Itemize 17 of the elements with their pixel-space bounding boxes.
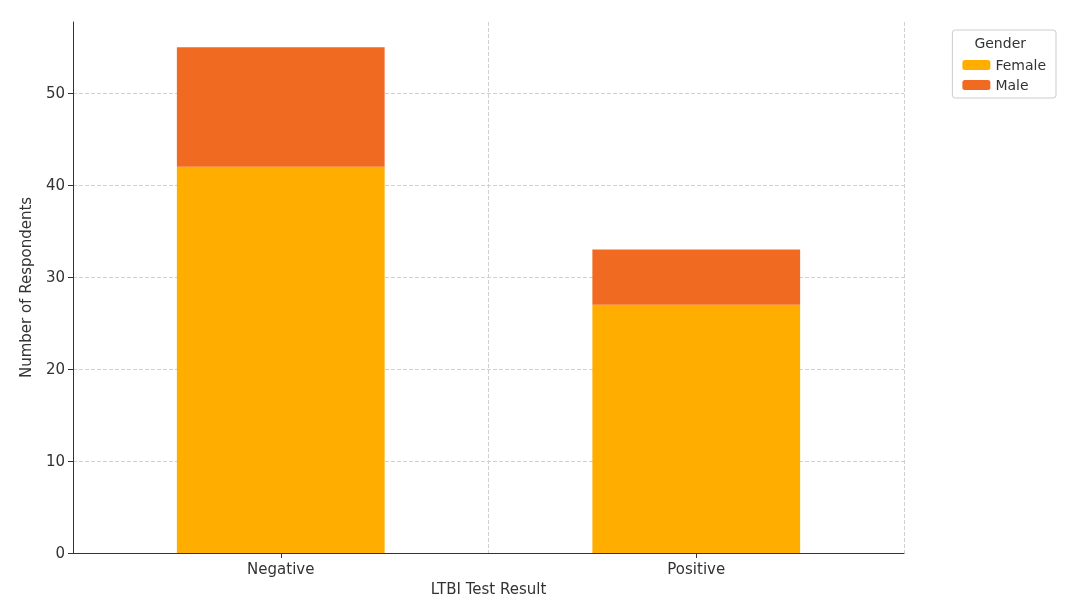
- bar: [176, 47, 385, 167]
- y-tick-label: 20: [45, 360, 65, 379]
- legend-label: Male: [995, 77, 1029, 93]
- y-tick-label: 50: [45, 84, 65, 103]
- y-tick-label: 40: [45, 176, 65, 195]
- x-tick-label: Negative: [247, 559, 315, 578]
- legend-title: Gender: [974, 35, 1027, 51]
- bar: [592, 249, 801, 305]
- bar: [176, 166, 385, 553]
- y-tick-label: 0: [55, 544, 65, 562]
- bar: [592, 304, 801, 553]
- y-tick-label: 10: [45, 452, 65, 471]
- y-axis-title: Number of Respondents: [16, 196, 35, 379]
- legend-label: Female: [995, 57, 1046, 73]
- y-tick-label: 30: [45, 268, 65, 287]
- x-axis-title: LTBI Test Result: [430, 579, 547, 598]
- x-tick-label: Positive: [667, 559, 726, 578]
